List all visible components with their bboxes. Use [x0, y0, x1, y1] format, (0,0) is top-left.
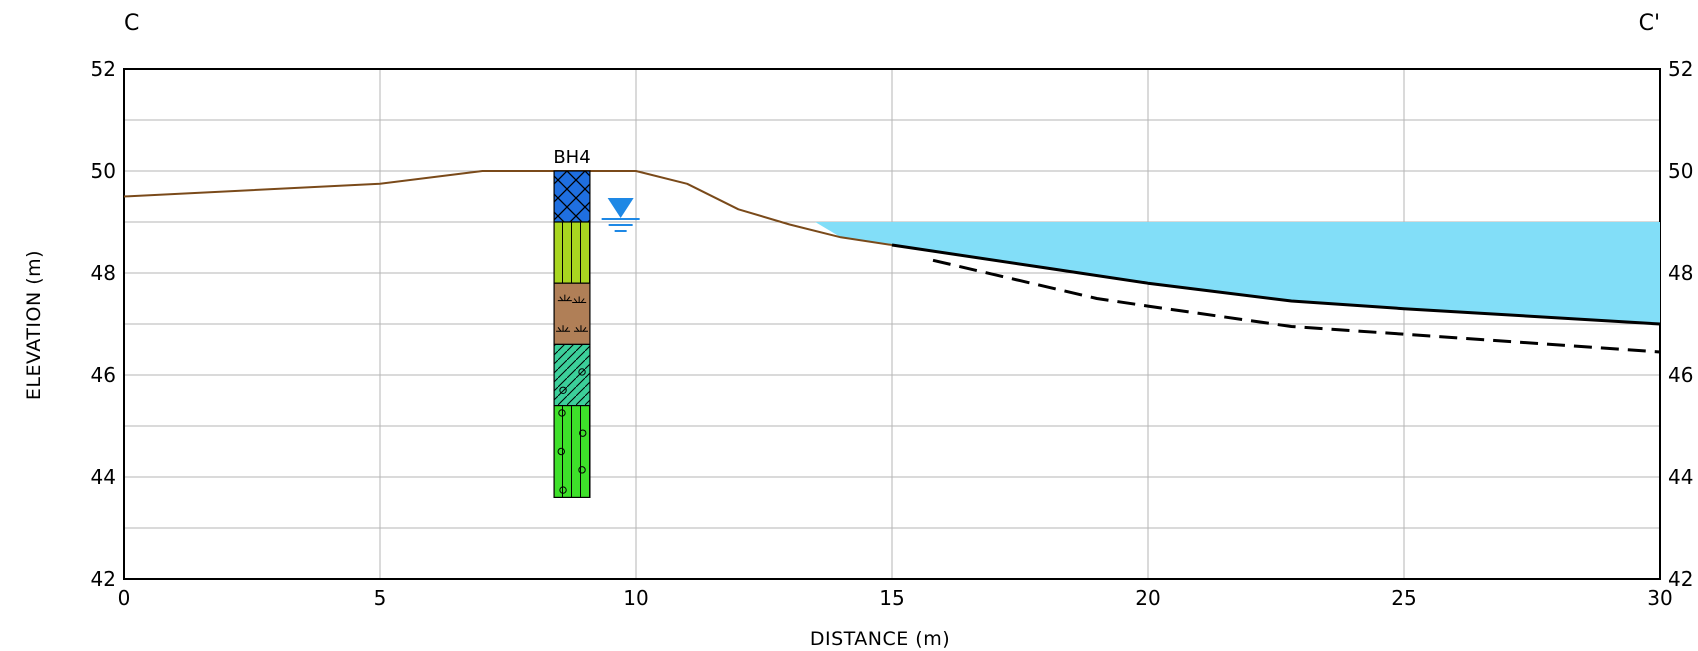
y-tick-label-left: 46 — [91, 363, 116, 387]
section-label-right: C' — [1639, 11, 1660, 36]
borehole-label: BH4 — [553, 147, 590, 168]
y-tick-label-right: 50 — [1668, 159, 1693, 183]
section-label-left: C — [124, 11, 139, 36]
borehole-layer — [553, 343, 591, 407]
borehole-layer — [553, 170, 591, 223]
x-tick-label: 25 — [1391, 586, 1416, 610]
y-tick-label-left: 52 — [91, 57, 116, 81]
water-table-icon — [601, 198, 640, 232]
x-tick-label: 15 — [879, 586, 904, 610]
x-tick-label: 20 — [1135, 586, 1160, 610]
y-tick-label-right: 48 — [1668, 261, 1693, 285]
x-axis-label: DISTANCE (m) — [810, 628, 950, 650]
y-tick-labels-right: 42 44 46 48 50 52 — [1668, 57, 1693, 591]
ground-surface-line — [123, 170, 893, 246]
dashed-profile-line — [932, 258, 1661, 354]
y-tick-label-right: 44 — [1668, 465, 1693, 489]
y-axis-label: ELEVATION (m) — [23, 250, 45, 400]
y-tick-label-left: 48 — [91, 261, 116, 285]
x-tick-labels: 0 5 10 15 20 25 30 — [118, 586, 1673, 610]
x-tick-label: 5 — [374, 586, 387, 610]
borehole-layer — [553, 282, 591, 346]
y-tick-label-left: 44 — [91, 465, 116, 489]
profile-lines — [123, 170, 1661, 354]
borehole-log: BH4 — [553, 147, 591, 499]
x-tick-label: 10 — [623, 586, 648, 610]
y-tick-label-right: 52 — [1668, 57, 1693, 81]
y-tick-label-right: 42 — [1668, 567, 1693, 591]
borehole-layer — [553, 221, 591, 284]
y-tick-label-left: 42 — [91, 567, 116, 591]
borehole-layer — [553, 405, 591, 499]
y-tick-labels-left: 42 44 46 48 50 52 — [91, 57, 116, 591]
water-body — [815, 222, 1660, 324]
y-tick-label-right: 46 — [1668, 363, 1693, 387]
y-tick-label-left: 50 — [91, 159, 116, 183]
x-tick-label: 30 — [1647, 586, 1672, 610]
grid-lines — [123, 68, 1661, 580]
channel-bed-line — [891, 243, 1661, 326]
x-tick-label: 0 — [118, 586, 131, 610]
water-body-fill — [815, 222, 1660, 324]
